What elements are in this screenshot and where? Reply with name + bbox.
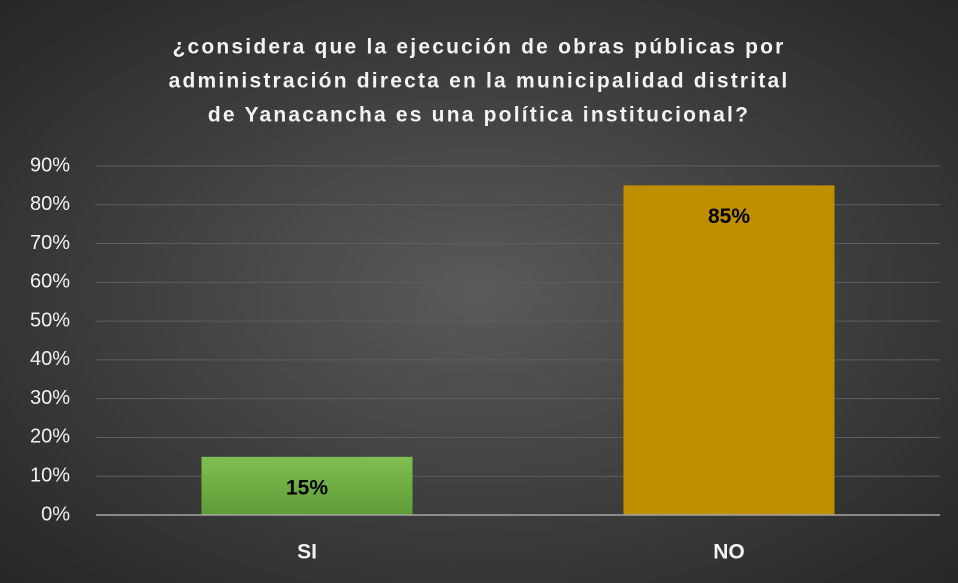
y-tick-label: 70% — [30, 232, 70, 254]
y-tick-label: 90% — [30, 154, 70, 176]
data-label: 15% — [286, 476, 328, 499]
y-tick-label: 20% — [30, 426, 70, 448]
chart-title: ¿considera que la ejecución de obras púb… — [172, 36, 785, 59]
bar — [623, 185, 835, 515]
y-tick-label: 30% — [30, 387, 70, 409]
x-tick-label: SI — [297, 541, 317, 564]
x-tick-label: NO — [713, 541, 745, 564]
data-label: 85% — [708, 205, 750, 228]
chart-title: de Yanacancha es una política institucio… — [208, 104, 750, 127]
y-tick-label: 60% — [30, 271, 70, 293]
chart-title: administración directa en la municipalid… — [169, 70, 790, 93]
bar — [201, 456, 413, 515]
y-tick-label: 10% — [30, 465, 70, 487]
y-tick-label: 0% — [41, 503, 70, 525]
y-tick-label: 80% — [30, 193, 70, 215]
y-tick-label: 50% — [30, 309, 70, 331]
y-tick-label: 40% — [30, 348, 70, 370]
